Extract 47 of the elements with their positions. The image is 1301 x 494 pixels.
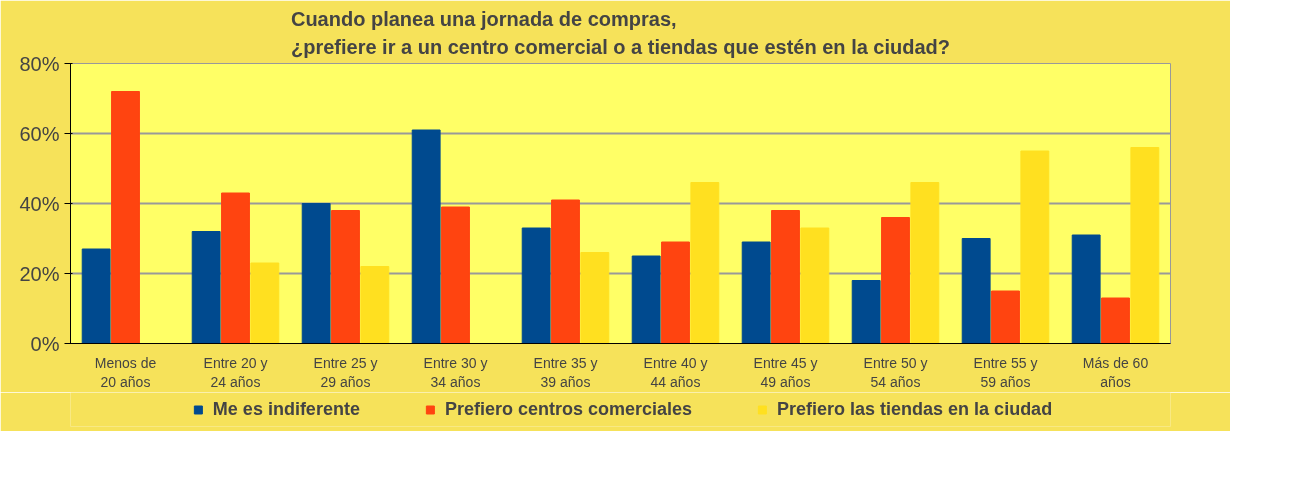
legend-label: Prefiero las tiendas en la ciudad — [777, 398, 1053, 420]
bar — [81, 248, 111, 344]
y-tick-label: 60% — [19, 122, 60, 145]
x-tick-label: Entre 25 y 29 años — [313, 354, 378, 390]
bar — [250, 262, 280, 344]
bar — [1071, 234, 1101, 344]
bar — [910, 182, 940, 344]
bar — [441, 206, 470, 344]
bar — [881, 217, 910, 344]
bar — [1130, 147, 1160, 344]
chart-title: Cuando planea una jornada de compras, ¿prefiere ir a un centro comercial o a tiendas que estén en la ciudad? — [290, 7, 951, 59]
legend-label: Prefiero centros comerciales — [444, 398, 693, 420]
x-tick-label: Entre 45 y 49 años — [753, 354, 818, 390]
bar — [521, 227, 551, 344]
bar — [741, 241, 771, 344]
bar — [360, 266, 390, 344]
bar — [551, 199, 580, 344]
bar — [631, 255, 661, 344]
bar — [771, 210, 800, 344]
y-tick-label: 80% — [19, 52, 60, 75]
bar — [301, 203, 331, 344]
bar — [690, 182, 720, 344]
bar — [111, 91, 140, 344]
bar — [800, 227, 830, 344]
bar — [331, 210, 360, 344]
bar — [851, 280, 881, 344]
bar — [961, 238, 991, 344]
legend-label: Me es indiferente — [212, 398, 360, 420]
y-tick-label: 0% — [30, 332, 60, 355]
bar — [661, 241, 690, 344]
x-tick-label: Más de 60 años — [1082, 354, 1149, 390]
bar — [580, 252, 610, 344]
x-tick-label: Entre 20 y 24 años — [203, 354, 268, 390]
bar — [1020, 150, 1050, 344]
x-tick-label: Menos de 20 años — [94, 354, 157, 390]
x-tick-label: Entre 30 y 34 años — [423, 354, 488, 390]
bar — [191, 231, 221, 344]
x-tick-label: Entre 50 y 54 años — [863, 354, 928, 390]
bar — [411, 129, 441, 344]
bar — [991, 290, 1020, 344]
bar — [1101, 297, 1130, 344]
y-tick-label: 40% — [19, 192, 60, 215]
bar — [221, 192, 250, 344]
x-tick-label: Entre 35 y 39 años — [533, 354, 598, 390]
x-tick-label: Entre 40 y 44 años — [643, 354, 708, 390]
y-tick-label: 20% — [19, 262, 60, 285]
x-tick-label: Entre 55 y 59 años — [973, 354, 1038, 390]
